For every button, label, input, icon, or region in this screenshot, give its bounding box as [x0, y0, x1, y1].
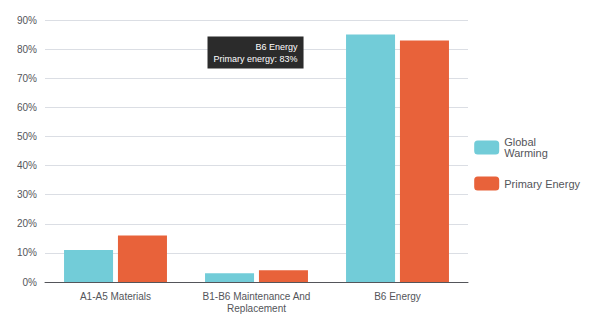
svg-text:30%: 30% — [17, 189, 37, 200]
svg-text:B6 Energy: B6 Energy — [256, 42, 299, 52]
svg-text:Global: Global — [504, 136, 536, 148]
svg-text:50%: 50% — [17, 131, 37, 142]
svg-text:60%: 60% — [17, 102, 37, 113]
svg-text:90%: 90% — [17, 15, 37, 26]
svg-text:B6 Energy: B6 Energy — [374, 291, 421, 302]
svg-text:20%: 20% — [17, 218, 37, 229]
svg-text:10%: 10% — [17, 247, 37, 258]
svg-text:80%: 80% — [17, 44, 37, 55]
svg-text:Primary Energy: Primary Energy — [504, 178, 580, 190]
svg-text:Warming: Warming — [504, 147, 548, 159]
svg-text:Replacement: Replacement — [227, 303, 286, 314]
svg-text:B1-B6 Maintenance And: B1-B6 Maintenance And — [203, 291, 311, 302]
svg-text:0%: 0% — [23, 277, 38, 288]
svg-text:Primary energy: 83%: Primary energy: 83% — [213, 54, 297, 64]
svg-text:70%: 70% — [17, 73, 37, 84]
svg-text:40%: 40% — [17, 160, 37, 171]
svg-text:A1-A5 Materials: A1-A5 Materials — [80, 291, 151, 302]
